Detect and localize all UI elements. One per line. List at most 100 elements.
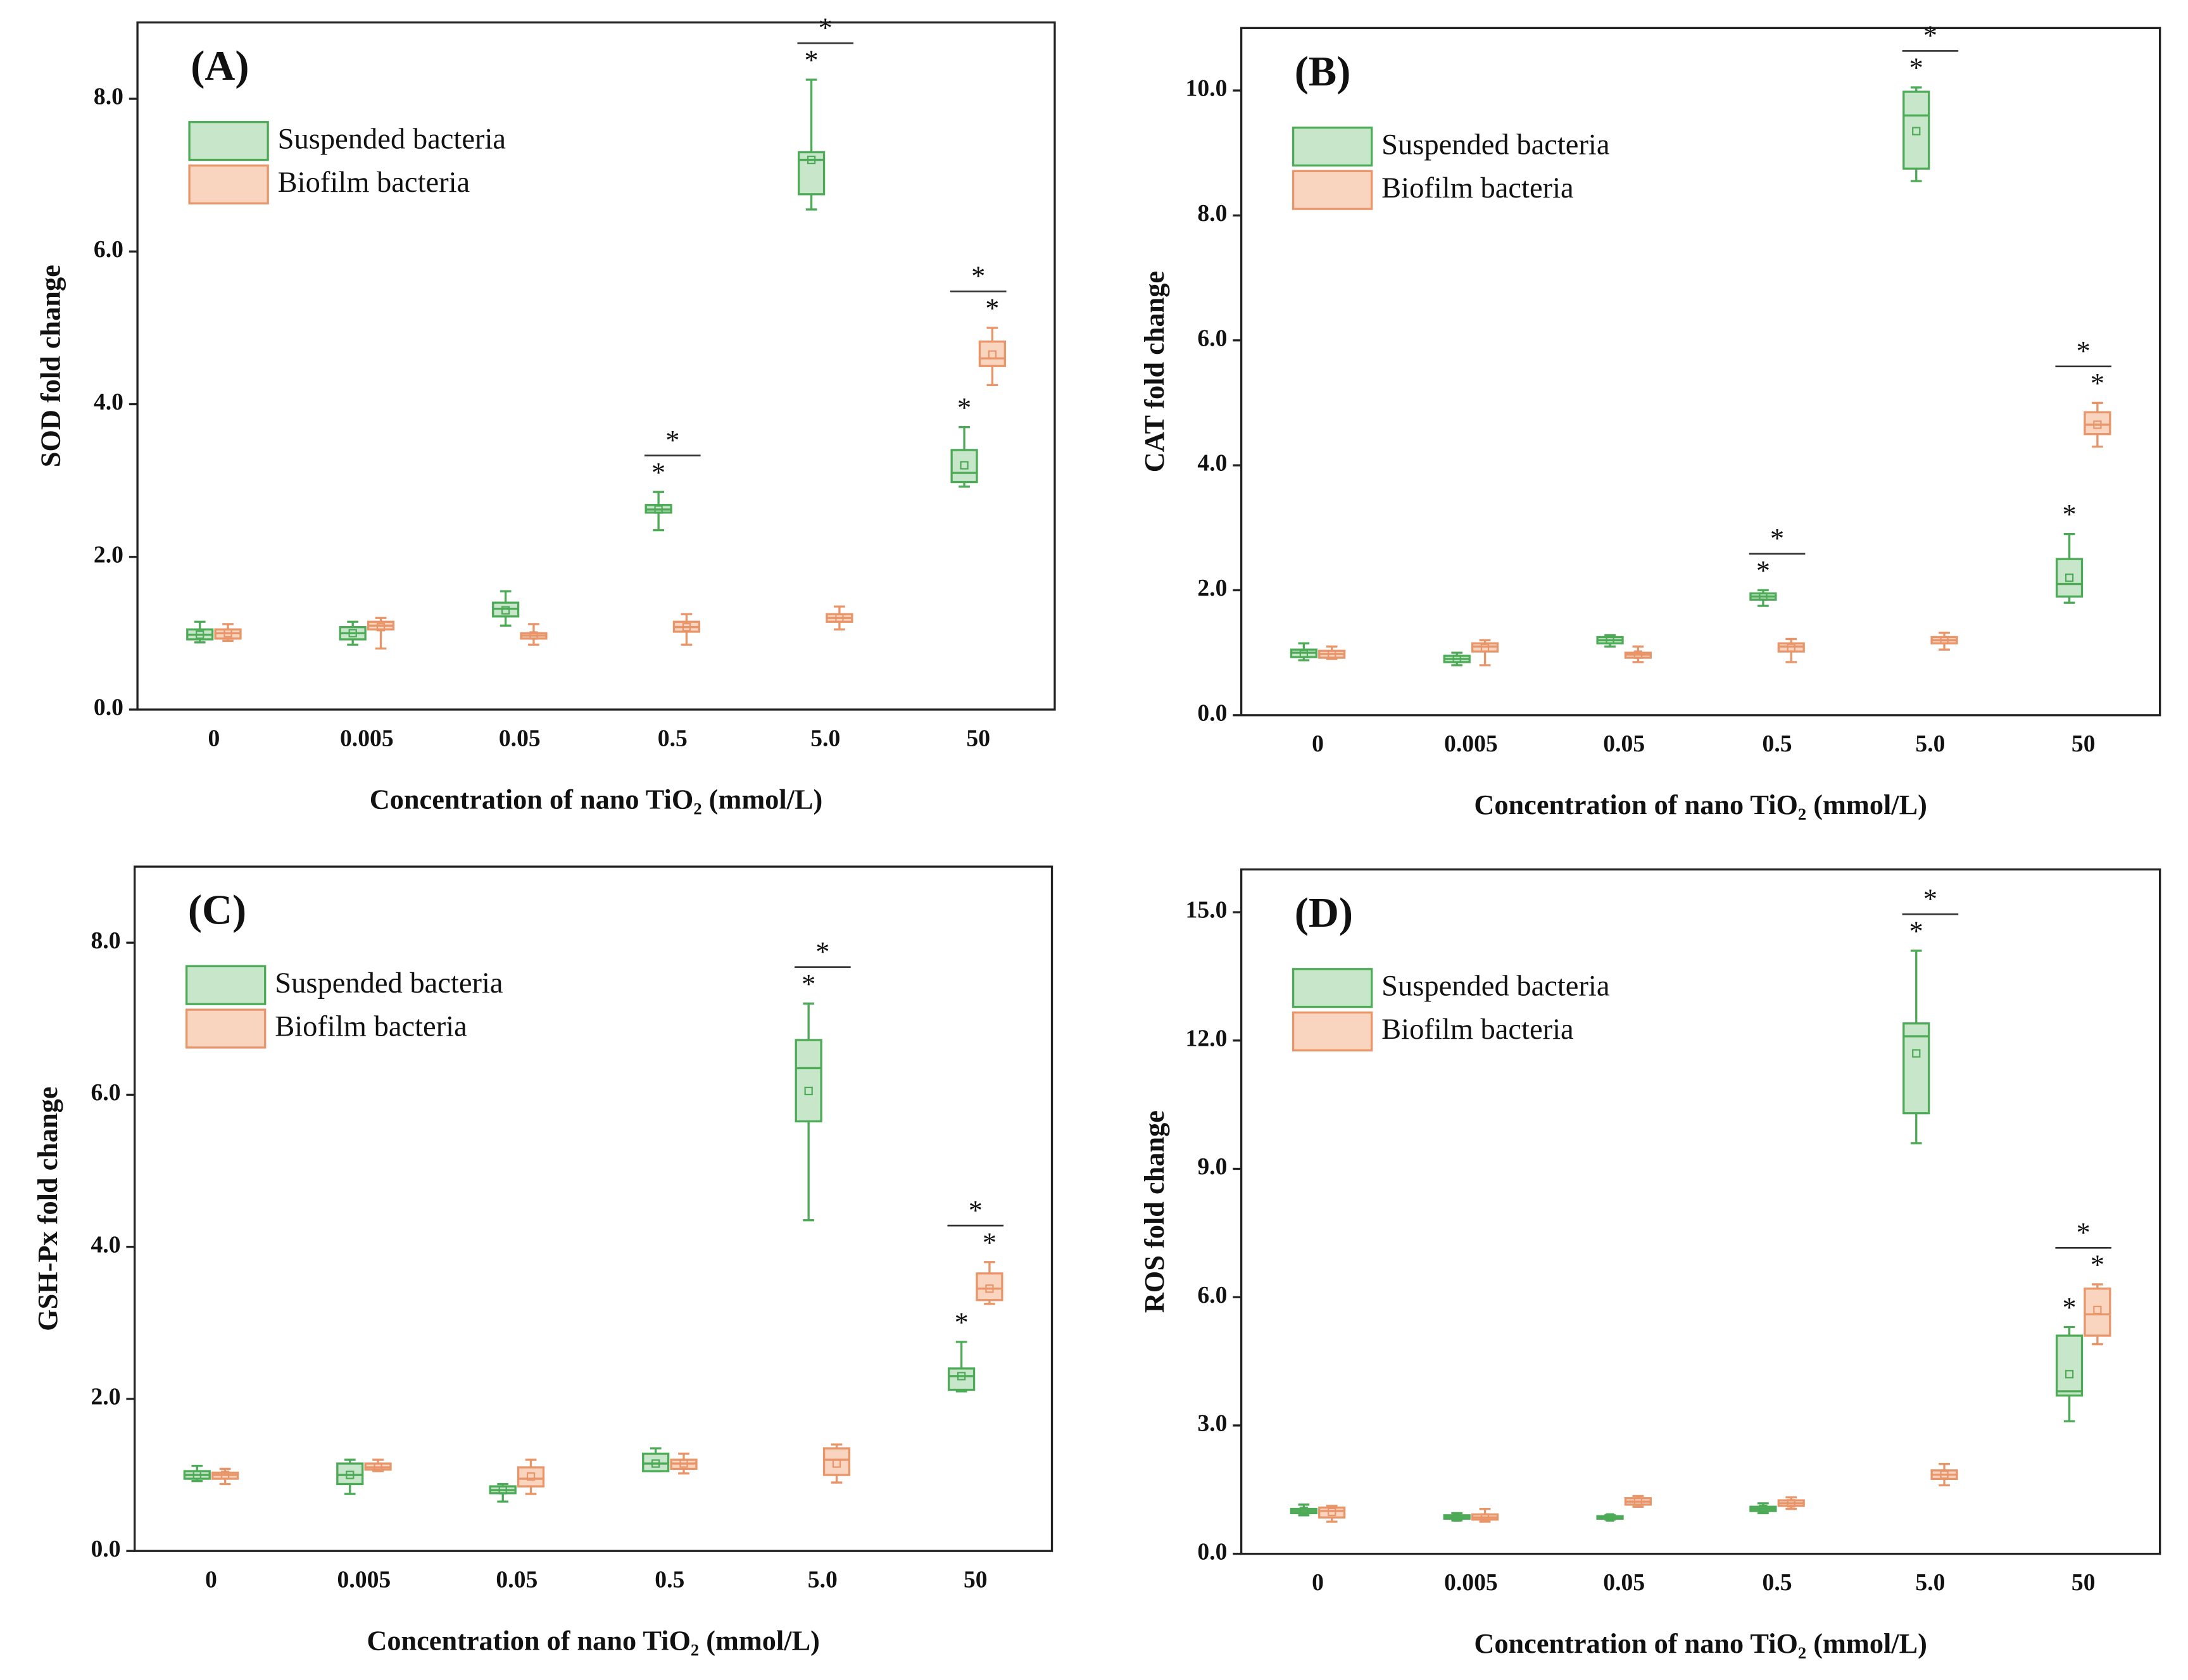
significance-star: * [802,969,815,1000]
x-tick-label: 0.05 [496,1567,538,1593]
mean-marker [985,1284,994,1293]
x-axis-label: Concentration of nano TiO₂ (mmol/L) [1474,1628,1927,1659]
mean-marker [679,1459,688,1468]
plot-frame [136,21,1056,711]
legend-label: Biofilm bacteria [1381,172,1574,204]
mean-marker [1299,649,1309,658]
y-tick-label: 10.0 [1186,75,1228,102]
mean-marker [2093,420,2102,429]
y-tick-label: 0.0 [1197,699,1227,726]
x-tick-label: 0.05 [1603,730,1645,757]
legend-swatch [1292,968,1373,1008]
mean-marker [1299,1507,1309,1515]
box [976,1272,1003,1301]
mean-marker [526,1472,536,1481]
y-tick-label: 8.0 [1197,200,1227,227]
box [795,1039,822,1123]
mean-marker [529,631,538,640]
mean-marker [2093,1305,2102,1315]
box [950,449,978,484]
box [822,1447,851,1476]
y-tick-label: 6.0 [94,236,123,263]
significance-star: * [2077,335,2091,367]
y-tick-label: 4.0 [91,1231,120,1258]
mean-marker [192,1470,201,1479]
y-tick-label: 3.0 [1197,1410,1227,1437]
significance-star: * [2091,368,2104,399]
x-tick-label: 50 [964,1567,988,1593]
y-axis-label: SOD fold change [35,265,66,467]
y-tick-label: 6.0 [91,1079,120,1106]
mean-marker [1940,636,1949,645]
box [978,340,1006,367]
box [2055,558,2084,598]
box [798,151,826,196]
significance-star: * [805,44,819,75]
legend-swatch [1292,126,1373,167]
x-tick-label: 50 [966,725,990,751]
x-tick-label: 0.5 [655,1567,684,1593]
box [336,1462,364,1486]
y-tick-label: 15.0 [1186,897,1228,924]
mean-marker [682,623,691,632]
mean-marker [832,1459,841,1468]
y-tick-label: 4.0 [1197,450,1227,477]
mean-marker [346,1470,355,1479]
mean-marker [654,505,663,514]
x-tick-label: 5.0 [1915,1569,1945,1596]
legend-swatch [1292,1011,1373,1051]
legend-label: Suspended bacteria [1381,129,1610,161]
significance-star: * [957,392,971,423]
x-tick-label: 5.0 [1915,730,1945,757]
mean-marker [223,629,232,638]
significance-star: * [2063,499,2077,530]
mean-marker [1328,650,1336,659]
x-tick-label: 5.0 [808,1567,838,1593]
significance-star: * [983,1227,997,1258]
mean-marker [1787,1499,1795,1508]
y-tick-label: 9.0 [1197,1153,1227,1180]
significance-star: * [1909,915,1923,946]
box [517,1466,545,1488]
x-tick-label: 0.005 [340,725,394,751]
mean-marker [1912,127,1921,135]
mean-marker [1633,1497,1643,1506]
mean-marker [804,1086,813,1096]
y-axis-label: ROS fold change [1139,1110,1170,1313]
x-tick-label: 0.005 [337,1567,391,1593]
y-tick-label: 6.0 [1197,1282,1227,1308]
x-tick-label: 0 [1312,1569,1324,1596]
significance-star: * [1923,884,1937,915]
significance-star: * [985,292,999,323]
legend-label: Suspended bacteria [275,967,503,1000]
mean-marker [348,629,357,638]
y-tick-label: 6.0 [1197,325,1227,351]
mean-marker [376,623,386,632]
plot-frame [1240,27,2161,717]
box [2084,411,2111,436]
legend-swatch [185,965,267,1005]
mean-marker [960,461,969,470]
significance-star: * [651,457,665,488]
box [1902,1022,1930,1115]
x-axis-label: Concentration of nano TiO₂ (mmol/L) [370,784,822,815]
x-axis-label: Concentration of nano TiO₂ (mmol/L) [1474,789,1927,820]
significance-star: * [955,1307,969,1338]
mean-marker [498,1486,507,1495]
significance-star: * [819,13,833,44]
significance-star: * [815,936,829,967]
y-tick-label: 0.0 [91,1536,120,1562]
box [2084,1288,2111,1337]
mean-marker [1787,643,1795,652]
mean-marker [957,1372,966,1381]
mean-marker [1912,1049,1921,1058]
y-tick-label: 12.0 [1186,1025,1228,1051]
legend-label: Biofilm bacteria [275,1011,467,1043]
mean-marker [196,630,204,639]
y-axis-label: GSH-Px fold change [32,1086,63,1331]
mean-marker [501,606,510,615]
significance-star: * [971,261,985,292]
mean-marker [1328,1507,1336,1517]
mean-marker [1480,1513,1490,1522]
